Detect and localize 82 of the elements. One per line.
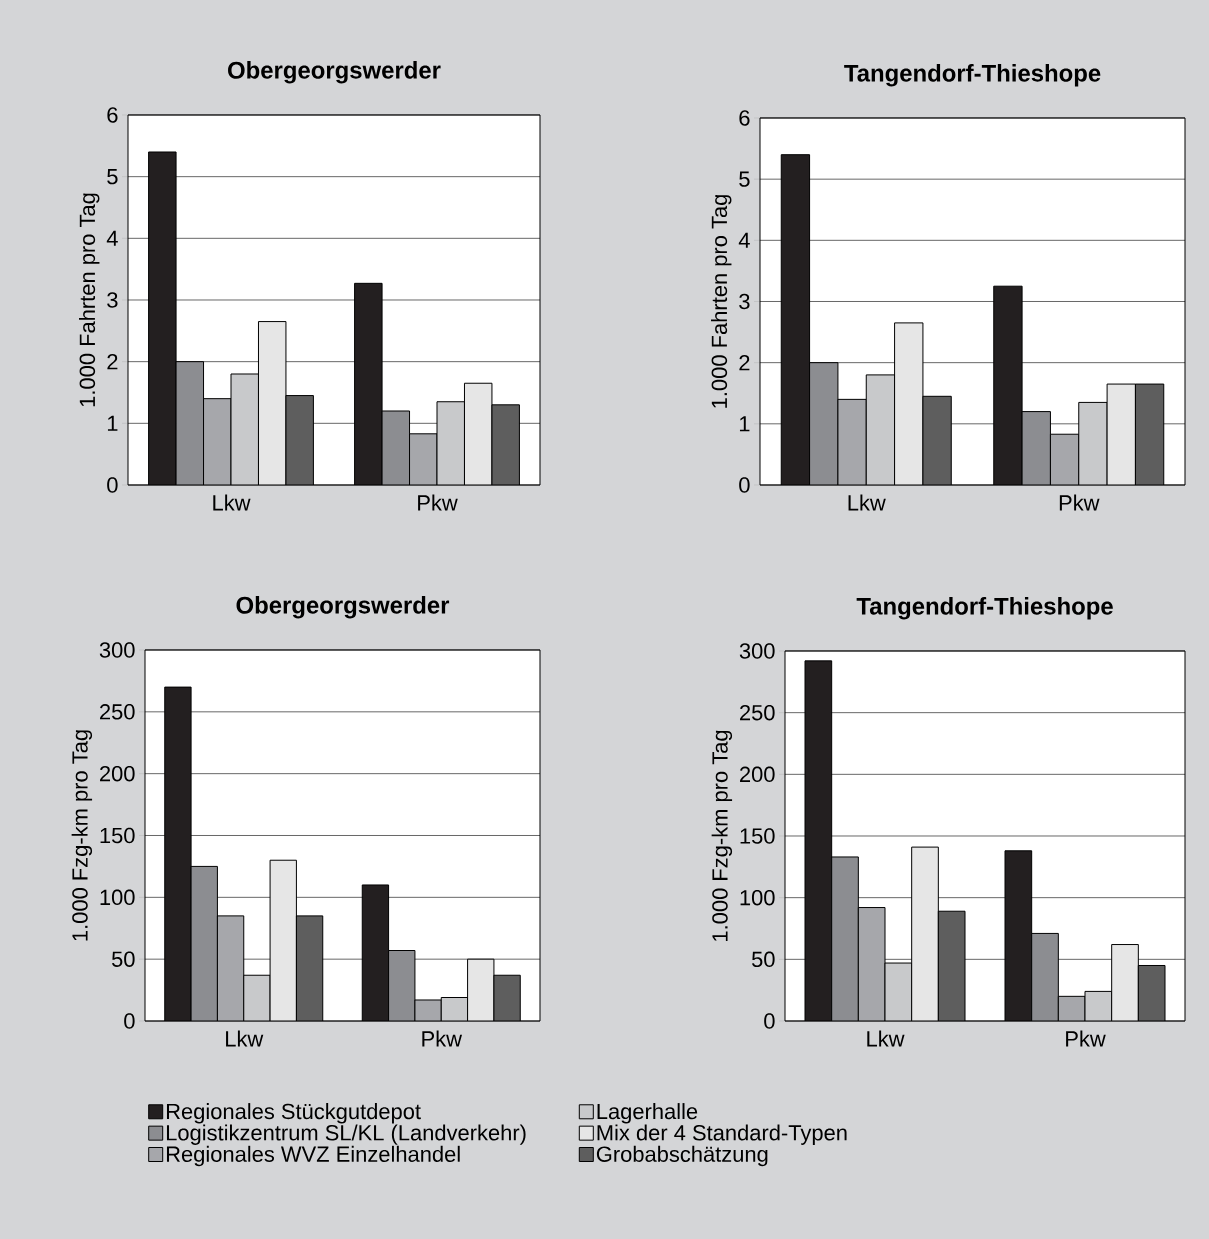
y-tick-label: 250 bbox=[100, 704, 135, 720]
bar bbox=[388, 950, 416, 1021]
bar bbox=[295, 915, 324, 1021]
x-tick-label: Lkw bbox=[867, 1030, 905, 1047]
y-tick-label: 150 bbox=[100, 827, 135, 844]
y-tick-label: 50 bbox=[751, 951, 775, 968]
chart-title: Obergeorgswerder bbox=[228, 61, 441, 84]
y-tick-label: 6 bbox=[739, 110, 750, 126]
x-tick-label: Pkw bbox=[1059, 494, 1100, 511]
y-tick-label: 50 bbox=[111, 951, 135, 967]
bar bbox=[361, 884, 390, 1021]
y-tick-label: 0 bbox=[739, 477, 750, 493]
bar bbox=[164, 686, 192, 1021]
x-tick-label: Pkw bbox=[418, 494, 458, 511]
x-tick-label: Lkw bbox=[213, 494, 251, 511]
bar bbox=[463, 382, 493, 485]
bar bbox=[467, 958, 495, 1021]
bar bbox=[857, 907, 886, 1021]
y-tick-label: 4 bbox=[738, 232, 750, 248]
y-tick-label: 250 bbox=[740, 704, 775, 721]
bar bbox=[269, 859, 297, 1021]
bar bbox=[804, 660, 833, 1021]
bar bbox=[1111, 944, 1139, 1021]
bar bbox=[837, 398, 867, 485]
y-tick-label: 2 bbox=[739, 355, 750, 371]
y-tick-label: 100 bbox=[740, 889, 775, 906]
y-tick-label: 200 bbox=[100, 765, 135, 782]
y-tick-label: 2 bbox=[107, 354, 118, 370]
y-tick-label: 300 bbox=[739, 643, 775, 659]
bar bbox=[230, 373, 259, 485]
legend-label: Regionales WVZ Einzelhandel bbox=[166, 1145, 460, 1167]
bar bbox=[175, 361, 205, 485]
chart-title: Tangendorf-Thieshope bbox=[844, 64, 1101, 87]
legend-label: Grobabschätzung bbox=[596, 1145, 768, 1167]
bar bbox=[884, 962, 913, 1021]
chart-title: Tangendorf-Thieshope bbox=[856, 597, 1113, 620]
y-tick-label: 1 bbox=[107, 415, 118, 431]
x-tick-label: Lkw bbox=[848, 494, 886, 511]
bar bbox=[493, 974, 521, 1021]
legend-label: Lagerhalle bbox=[597, 1103, 698, 1124]
x-tick-label: Pkw bbox=[422, 1030, 463, 1047]
y-tick-label: 4 bbox=[106, 230, 118, 246]
y-tick-label: 3 bbox=[107, 292, 118, 308]
bar bbox=[937, 910, 966, 1021]
y-tick-label: 0 bbox=[764, 1013, 775, 1029]
bar bbox=[865, 374, 896, 485]
y-axis-title: 1.000 Fzg-km pro Tag bbox=[71, 730, 93, 941]
bar bbox=[216, 915, 245, 1021]
bar bbox=[1049, 433, 1080, 485]
bar bbox=[257, 321, 287, 485]
bar bbox=[780, 154, 811, 485]
legend-label: Mix der 4 Standard-Typen bbox=[597, 1124, 847, 1145]
x-tick-label: Lkw bbox=[226, 1030, 264, 1047]
bar bbox=[1004, 850, 1033, 1021]
y-axis-title: 1.000 Fzg-km pro Tag bbox=[711, 730, 733, 941]
y-tick-label: 5 bbox=[739, 171, 750, 187]
y-tick-label: 3 bbox=[739, 293, 750, 310]
bar bbox=[1134, 383, 1165, 485]
bar bbox=[911, 846, 939, 1021]
bar bbox=[993, 285, 1023, 485]
y-axis-title: 1.000 Fahrten pro Tag bbox=[79, 193, 100, 407]
y-tick-label: 0 bbox=[107, 477, 118, 493]
y-tick-label: 6 bbox=[107, 107, 118, 123]
y-tick-label: 150 bbox=[740, 828, 775, 844]
legend-label: Regionales Stückgutdepot bbox=[166, 1103, 421, 1124]
y-tick-label: 1 bbox=[739, 416, 750, 432]
y-tick-label: 300 bbox=[99, 642, 135, 658]
bar bbox=[436, 401, 465, 485]
y-tick-label: 0 bbox=[124, 1013, 135, 1029]
x-tick-label: Pkw bbox=[1066, 1030, 1106, 1047]
bar bbox=[243, 974, 271, 1021]
bar bbox=[922, 395, 952, 485]
y-tick-label: 200 bbox=[740, 766, 775, 783]
bar bbox=[1078, 401, 1108, 485]
y-tick-label: 100 bbox=[100, 889, 135, 906]
y-axis-title: 1.000 Fahrten pro Tag bbox=[711, 195, 732, 408]
bar bbox=[190, 865, 218, 1021]
y-tick-label: 5 bbox=[107, 169, 118, 185]
chart-title: Obergeorgswerder bbox=[236, 596, 450, 619]
bar bbox=[381, 410, 411, 485]
legend-label: Logistikzentrum SL/KL (Landverkehr) bbox=[166, 1124, 526, 1145]
bar bbox=[1137, 965, 1166, 1021]
